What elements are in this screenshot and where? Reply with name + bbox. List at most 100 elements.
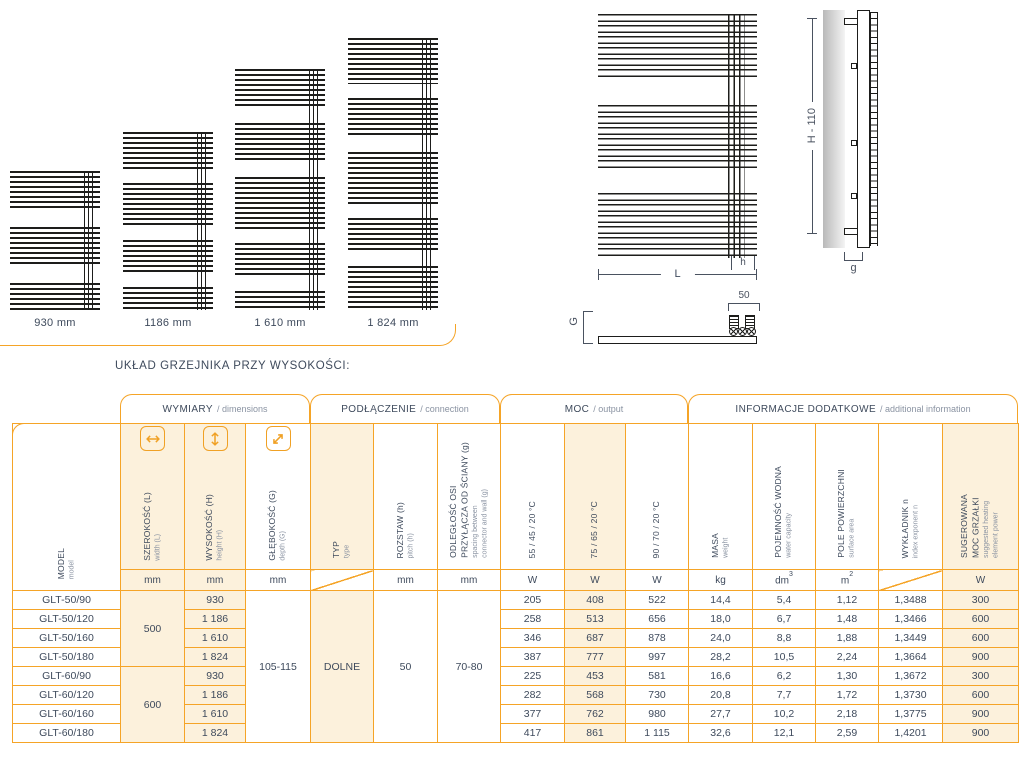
cell-output-75: 687 [564,628,626,648]
table-row: GLT-60/90 600 930 225 453 581 16,6 6,2 1… [12,666,1019,743]
tab-label-pl: MOC [564,403,590,415]
tab-connection: PODŁĄCZENIE / connection [310,394,500,423]
tab-label-pl: WYMIARY [162,403,213,415]
radiator-bottom-view [598,336,757,344]
unit-weight: kg [688,569,753,591]
cell-heating-element: 900 [942,647,1019,667]
cell-surface-area: 1,88 [815,628,879,648]
unit-height: mm [184,569,246,591]
cell-output-90: 878 [625,628,689,648]
unit-type-diagonal [310,569,374,591]
cell-heating-element: 600 [942,628,1019,648]
cell-output-90: 1 115 [625,723,689,743]
mount-nub [851,140,857,146]
header-width: SZEROKOŚĆ (L) width (L) [120,423,185,570]
header-output-75: 75 / 65 / 20 °C [564,423,626,570]
table-row: GLT-50/180 1 824 387 777 997 28,2 10,5 2… [12,647,1019,667]
unit-width: mm [120,569,185,591]
mini-radiator-label: 1 824 mm [367,317,419,329]
unit-exponent-diagonal [878,569,943,591]
cell-exponent: 1,3466 [878,609,943,629]
cell-output-75: 861 [564,723,626,743]
cell-depth: 105-115 [245,590,311,743]
diagram-caption: UKŁAD GRZEJNIKA PRZY WYSOKOŚCI: [115,360,351,372]
cell-exponent: 1,3664 [878,647,943,667]
header-output-90: 90 / 70 / 20 °C [625,423,689,570]
cell-height: 1 186 [184,685,246,705]
width-double-arrow-icon [140,426,165,451]
tab-label-en: / output [593,404,624,414]
cell-output-55: 377 [500,704,565,724]
cell-model: GLT-60/120 [12,685,121,705]
header-depth: GŁĘBOKOŚĆ (G) depth (G) [245,423,311,570]
cell-exponent: 1,4201 [878,723,943,743]
cell-heating-element: 900 [942,723,1019,743]
cell-surface-area: 2,59 [815,723,879,743]
cell-water-capacity: 10,2 [752,704,816,724]
radiator-side-view [823,10,885,248]
cell-model: GLT-50/180 [12,647,121,667]
tab-label-en: / additional information [880,404,971,414]
cell-weight: 16,6 [688,666,753,686]
collector-lines [197,132,206,310]
cell-exponent: 1,3775 [878,704,943,724]
header-wall-spacing: ODLEGŁOŚĆ OSI PRZYŁĄCZA OD ŚCIANY (g) spac… [437,423,501,570]
unit-output-75: W [564,569,626,591]
cell-weight: 28,2 [688,647,753,667]
mini-radiator-1824 [348,38,438,310]
mini-radiator-label: 1 610 mm [254,317,306,329]
mount-nub [851,63,857,69]
cell-weight: 14,4 [688,590,753,610]
cell-weight: 32,6 [688,723,753,743]
tab-label-pl: PODŁĄCZENIE [341,403,417,415]
cell-surface-area: 1,12 [815,590,879,610]
radiator-front-view [598,14,757,258]
cell-water-capacity: 10,5 [752,647,816,667]
unit-surface-area: m2 [815,569,879,591]
cell-output-75: 408 [564,590,626,610]
unit-depth: mm [245,569,311,591]
wall-bracket-top [844,18,858,25]
tab-additional-info: INFORMACJE DODATKOWE / additional inform… [688,394,1018,423]
cell-surface-area: 2,18 [815,704,879,724]
cell-height: 1 610 [184,628,246,648]
cell-surface-area: 1,30 [815,666,879,686]
cell-height: 1 610 [184,704,246,724]
cell-exponent: 1,3672 [878,666,943,686]
cell-output-90: 997 [625,647,689,667]
cell-weight: 27,7 [688,704,753,724]
unit-pitch: mm [373,569,438,591]
cell-heating-element: 300 [942,666,1019,686]
cell-output-55: 205 [500,590,565,610]
height-dimension-label: H - 110 [806,108,818,144]
mini-radiator-label: 930 mm [34,317,76,329]
cell-water-capacity: 5,4 [752,590,816,610]
cell-surface-area: 2,24 [815,647,879,667]
table-rounded-corner [12,423,28,439]
cell-output-75: 453 [564,666,626,686]
cell-weight: 24,0 [688,628,753,648]
cell-output-55: 346 [500,628,565,648]
cell-water-capacity: 12,1 [752,723,816,743]
cell-model: GLT-50/160 [12,628,121,648]
unit-wall-spacing: mm [437,569,501,591]
cell-output-55: 417 [500,723,565,743]
valve-spacing-label: 50 [738,290,750,301]
mini-radiator-1186 [123,132,213,310]
collector-lines [84,171,93,310]
cell-model: GLT-60/90 [12,666,121,686]
table-row: GLT-50/90 500 930 105-115 DOLNE 50 70-80… [12,590,1019,743]
mini-radiator-1610 [235,69,325,310]
header-height: WYSOKOŚĆ (H) height (H) [184,423,246,570]
depth-dimension [583,311,593,344]
wall-distance-dimension [844,252,863,261]
header-heating-element: SUGEROWANA MOC GRZAŁKI suggested heating el… [942,423,1019,570]
header-exponent: WYKŁADNIK n index exponent n [878,423,943,570]
cell-output-75: 568 [564,685,626,705]
wall-hatch [823,10,845,248]
cell-height: 1 824 [184,647,246,667]
cell-pitch: 50 [373,590,438,743]
cell-height: 930 [184,590,246,610]
cell-output-55: 387 [500,647,565,667]
